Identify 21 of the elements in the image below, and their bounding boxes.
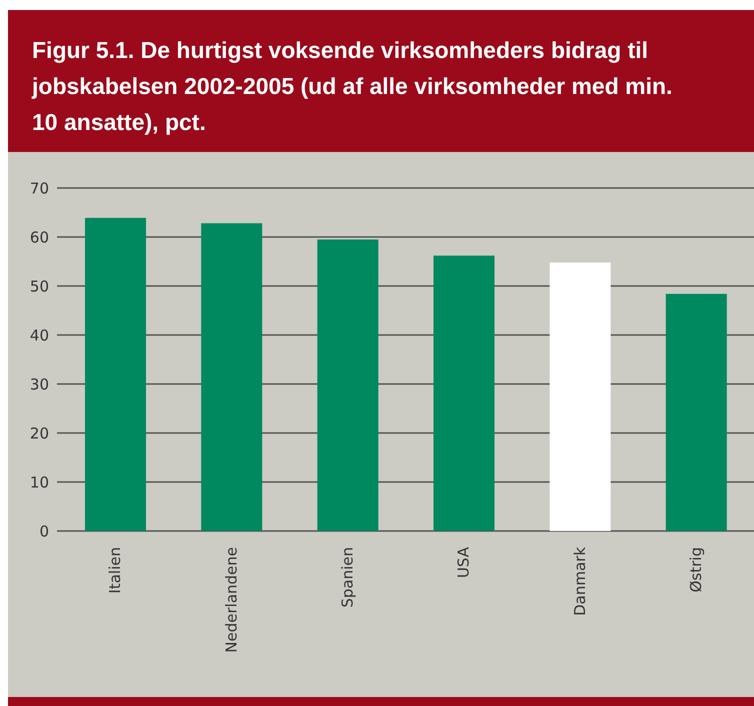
bar — [201, 223, 262, 531]
x-tick-label: Østrig — [686, 547, 705, 592]
y-tick-label: 10 — [30, 473, 49, 492]
bar — [666, 294, 727, 531]
y-tick-label: 40 — [30, 326, 49, 344]
y-tick-label: 50 — [30, 277, 49, 296]
y-tick-label: 30 — [30, 375, 49, 394]
x-tick-label: USA — [454, 546, 473, 578]
bar — [317, 239, 378, 531]
bar — [85, 218, 146, 531]
chart-title: Figur 5.1. De hurtigst voksende virksomheders bidrag til jobskabelsen 2002-2005 (ud af alle virksomheder med min. 10 ansatte), pct. — [8, 10, 754, 152]
y-tick-label: 20 — [30, 424, 49, 442]
bar — [434, 256, 494, 531]
y-tick-label: 60 — [30, 228, 49, 246]
x-tick-label: Danmark — [570, 546, 589, 616]
x-tick-label: Spanien — [338, 547, 356, 608]
bar — [550, 262, 611, 531]
y-tick-label: 0 — [39, 522, 49, 540]
x-tick-label: Italien — [106, 547, 124, 594]
y-tick-label: 70 — [30, 179, 49, 198]
x-tick-label: Nederlandene — [222, 547, 240, 653]
